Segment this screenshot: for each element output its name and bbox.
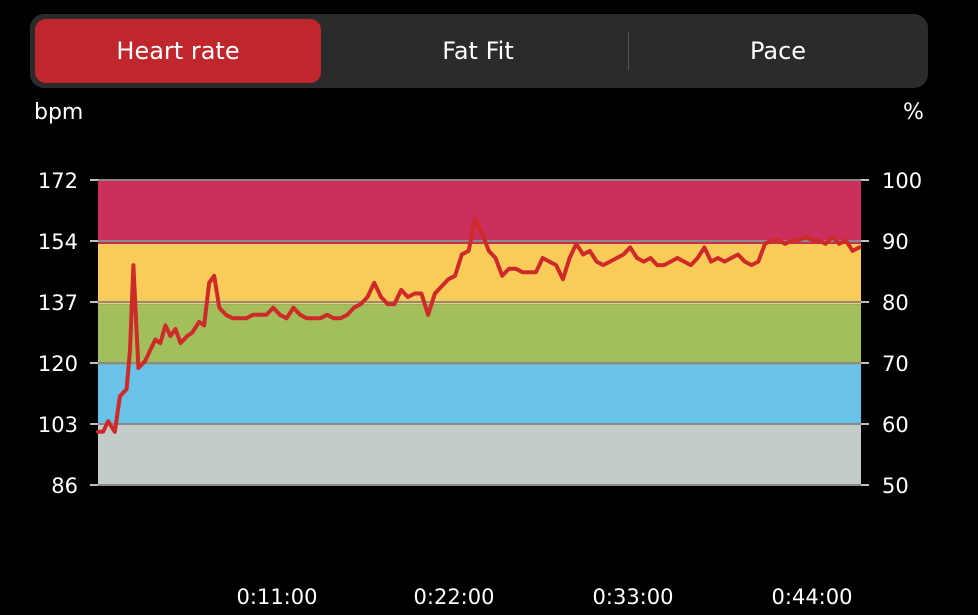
right-tick-label: 80 [882,291,909,315]
left-tick-label: 137 [38,291,78,315]
left-tick-label: 154 [38,230,78,254]
left-tick-label: 103 [38,413,78,437]
right-tick-label: 60 [882,413,909,437]
tab-pace[interactable]: Pace [749,37,807,65]
right-tick-label: 70 [882,352,909,376]
zone-band-4 [98,180,861,244]
left-tick-label: 172 [38,169,78,193]
right-tick-label: 90 [882,230,909,254]
tab-heart-rate[interactable]: Heart rate [35,19,321,83]
x-tick-label: 0:22:00 [414,585,495,609]
right-axis-unit: % [903,100,924,125]
zone-band-2 [98,304,861,365]
x-tick-label: 0:11:00 [237,585,318,609]
left-tick-label: 86 [51,474,78,498]
zone-band-0 [98,424,861,485]
zone-band-3 [98,243,861,305]
tab-fat-fit[interactable]: Fat Fit [442,37,514,65]
right-tick-label: 50 [882,474,909,498]
tab-divider [628,32,629,70]
zone-band-1 [98,364,861,425]
heart-rate-line [96,217,862,434]
left-tick-label: 120 [38,352,78,376]
left-axis-unit: bpm [34,100,84,125]
tab-bar: Heart rate Fat Fit Pace [30,14,928,88]
right-tick-label: 100 [882,169,922,193]
x-tick-label: 0:33:00 [593,585,674,609]
x-tick-label: 0:44:00 [772,585,853,609]
